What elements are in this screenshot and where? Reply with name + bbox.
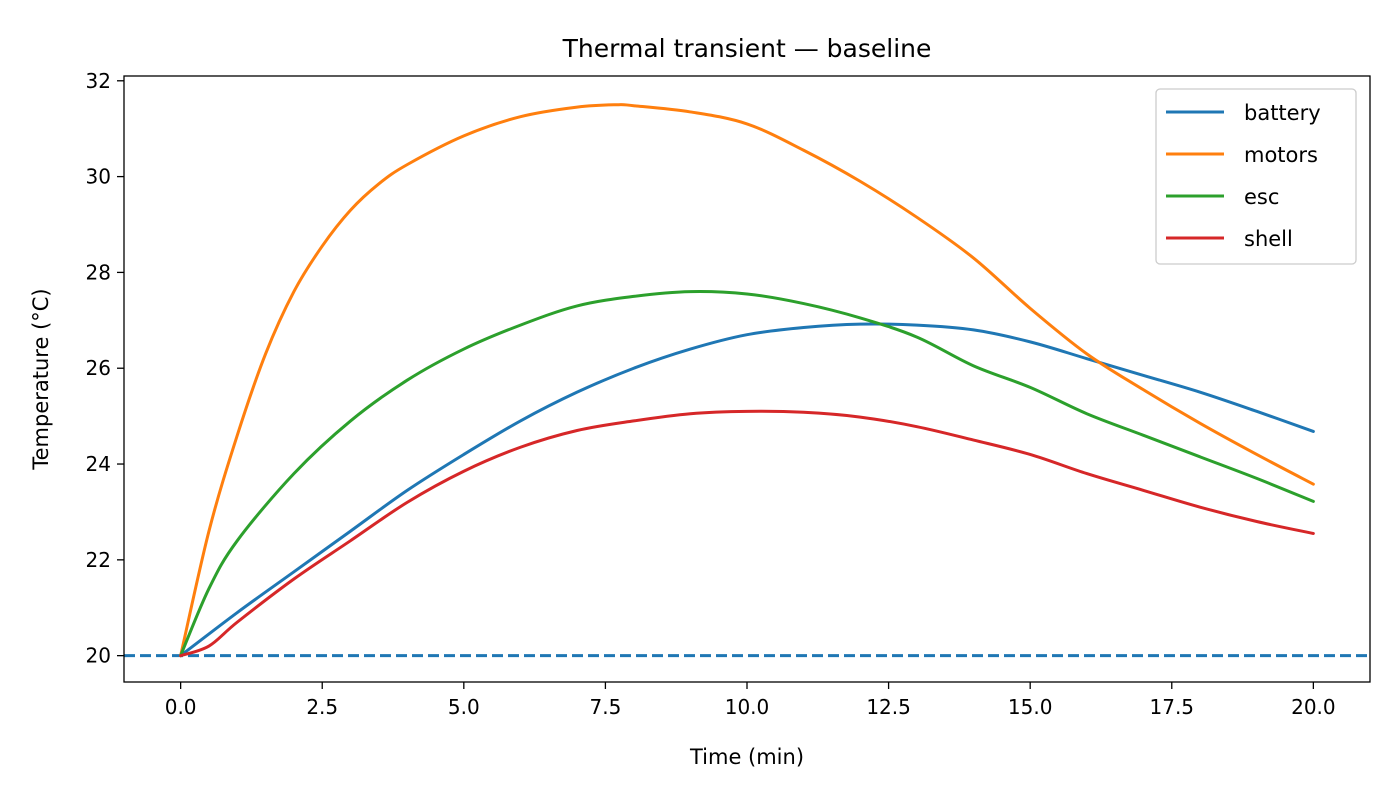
y-tick-label: 28 [86,260,111,284]
plot-content [124,103,1370,658]
x-tick-label: 15.0 [1008,695,1053,719]
y-tick-label: 26 [86,356,111,380]
legend-label-esc: esc [1244,185,1279,209]
x-tick-label: 17.5 [1150,695,1195,719]
legend-label-battery: battery [1244,101,1321,125]
y-tick-label: 32 [86,69,111,93]
x-axis-label: Time (min) [689,745,804,769]
legend-label-motors: motors [1244,143,1318,167]
legend: battery motors esc shell [1155,88,1357,265]
y-tick-label: 20 [86,644,111,668]
series-line-motors [179,103,1315,658]
x-tick-label: 20.0 [1291,695,1336,719]
x-tick-label: 10.0 [725,695,770,719]
x-tick-label: 2.5 [306,695,338,719]
x-tick-label: 0.0 [165,695,197,719]
y-axis-label: Temperature (°C) [29,288,53,470]
chart-title: Thermal transient — baseline [562,34,932,63]
y-axis: 20 22 24 26 28 30 32 [86,69,124,668]
series-line-esc [179,289,1315,658]
x-tick-label: 7.5 [590,695,622,719]
legend-box [1155,88,1357,265]
y-tick-label: 24 [86,452,111,476]
x-tick-label: 5.0 [448,695,480,719]
series-line-battery [179,322,1315,658]
x-axis: 0.0 2.5 5.0 7.5 10.0 12.5 15.0 17.5 20.0 [165,682,1336,719]
x-tick-label: 12.5 [866,695,911,719]
legend-label-shell: shell [1244,227,1293,251]
series-line-shell [179,409,1315,658]
y-tick-label: 30 [86,165,111,189]
y-tick-label: 22 [86,548,111,572]
